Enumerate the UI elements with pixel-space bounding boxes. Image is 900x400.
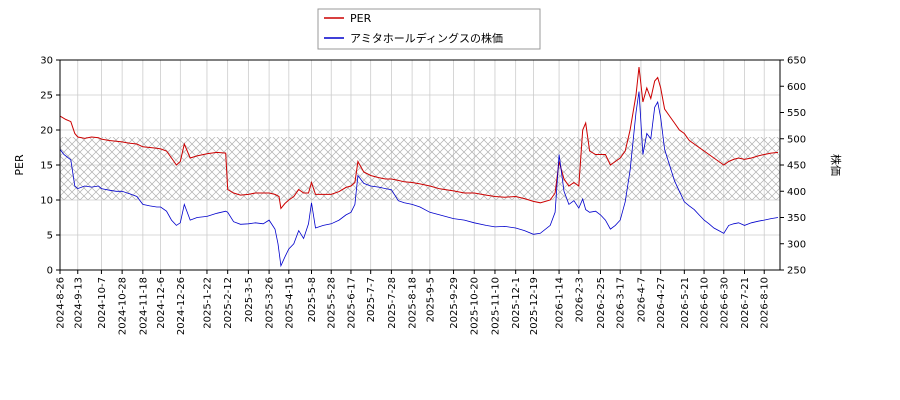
x-tick-label: 2026-6-10: [700, 277, 711, 329]
x-tick-label: 2024-12-6: [156, 277, 167, 329]
left-tick-label: 30: [40, 56, 53, 67]
x-tick-label: 2025-5-8: [307, 277, 318, 322]
x-tick-label: 2025-1-22: [202, 277, 213, 329]
x-tick-label: 2025-7-28: [387, 277, 398, 329]
x-tick-label: 2024-10-28: [118, 277, 129, 335]
x-tick-label: 2024-9-13: [73, 277, 84, 329]
series-line-per: [60, 66, 779, 210]
left-axis-title: PER: [13, 154, 26, 176]
x-tick-label: 2026-1-14: [555, 277, 566, 329]
x-axis-ticks: 2024-8-26 2024-9-13 2024-10-7 2024-10-28 202…: [56, 270, 771, 335]
x-tick-label: 2025-3-5: [244, 277, 255, 322]
left-tick-label: 0: [47, 266, 53, 277]
right-tick-label: 300: [787, 239, 806, 250]
x-tick-label: 2025-12-19: [529, 277, 540, 335]
x-tick-label: 2026-2-25: [596, 277, 607, 329]
x-tick-label: 2026-3-17: [616, 277, 627, 329]
x-tick-label: 2025-9-5: [425, 277, 436, 322]
right-tick-label: 250: [787, 266, 806, 277]
legend-label-per: PER: [350, 12, 372, 25]
left-tick-label: 10: [40, 196, 53, 207]
x-tick-label: 2026-8-10: [760, 277, 771, 329]
x-tick-label: 2025-9-29: [449, 277, 460, 329]
shaded-band: [60, 137, 780, 200]
x-tick-label: 2025-3-26: [265, 277, 276, 329]
right-tick-label: 450: [787, 161, 806, 172]
x-tick-label: 2026-7-21: [740, 277, 751, 329]
legend-label-stock-price: アミタホールディングスの株価: [350, 31, 503, 45]
x-tick-label: 2026-4-7: [636, 277, 647, 322]
right-tick-label: 350: [787, 213, 806, 224]
x-tick-label: 2024-8-26: [56, 277, 67, 329]
right-tick-label: 550: [787, 108, 806, 119]
series-line-stock-price: [60, 91, 779, 268]
right-tick-label: 400: [787, 187, 806, 198]
right-tick-label: 500: [787, 134, 806, 145]
left-tick-label: 25: [40, 91, 53, 102]
x-tick-label: 2025-5-28: [327, 277, 338, 329]
right-axis-title: 株価: [829, 154, 843, 176]
left-tick-label: 5: [47, 231, 53, 242]
right-axis-ticks: 250 300 350 400 450 500 550 600 650: [780, 56, 806, 277]
x-tick-label: 2025-12-1: [511, 277, 522, 329]
legend: PER アミタホールディングスの株価: [317, 8, 541, 50]
x-tick-label: 2026-6-30: [719, 277, 730, 329]
x-tick-label: 2025-7-7: [366, 277, 377, 322]
x-tick-label: 2025-6-17: [346, 277, 357, 329]
x-tick-label: 2026-4-27: [656, 277, 667, 329]
left-tick-label: 15: [40, 161, 53, 172]
left-tick-label: 20: [40, 126, 53, 137]
x-tick-label: 2025-11-10: [490, 277, 501, 335]
x-tick-label: 2026-5-21: [680, 277, 691, 329]
legend-box: [317, 8, 541, 50]
left-axis-ticks: 0 5 10 15 20 25 30: [40, 56, 60, 277]
right-tick-label: 650: [787, 56, 806, 67]
x-tick-label: 2024-10-7: [97, 277, 108, 329]
x-tick-label: 2025-10-20: [470, 277, 481, 335]
x-tick-label: 2026-2-3: [574, 277, 585, 322]
x-tick-label: 2024-12-26: [176, 277, 187, 335]
x-tick-label: 2025-2-12: [223, 277, 234, 329]
x-tick-label: 2024-11-18: [138, 277, 149, 335]
x-tick-label: 2025-8-18: [408, 277, 419, 329]
right-tick-label: 600: [787, 82, 806, 93]
x-tick-label: 2025-4-15: [284, 277, 295, 329]
